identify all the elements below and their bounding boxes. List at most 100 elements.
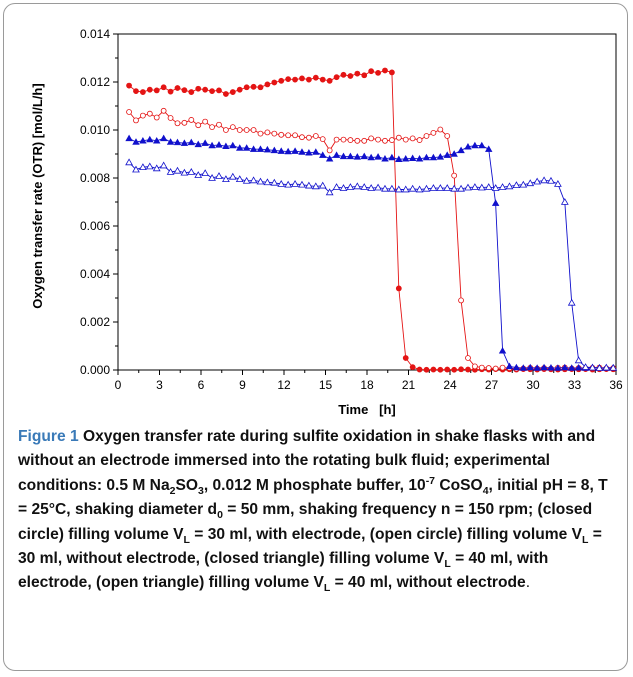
y-tick-label: 0.008 <box>80 171 110 185</box>
data-point <box>374 183 382 191</box>
x-tick-label: 12 <box>277 378 291 392</box>
x-tick-label: 33 <box>568 378 582 392</box>
data-point <box>201 169 210 176</box>
data-point <box>554 364 562 371</box>
data-point <box>195 85 202 92</box>
data-point <box>540 363 548 371</box>
data-point <box>152 164 161 172</box>
data-point <box>402 154 410 162</box>
data-point <box>402 355 409 361</box>
y-axis-label: Oxygen transfer rate (OTR) [mol/L/h] <box>30 83 45 308</box>
data-point <box>271 130 278 137</box>
data-point <box>588 363 597 371</box>
data-point <box>464 142 472 150</box>
data-point <box>395 285 402 292</box>
data-point <box>325 188 334 196</box>
data-point <box>471 183 479 190</box>
data-point <box>574 364 583 371</box>
data-point <box>388 69 395 76</box>
plot-area: 0 3 6 9 12 15 18 21 24 27 30 33 360.0000.0020.0040.0… <box>80 27 623 392</box>
data-point <box>554 179 562 187</box>
caption-sub: 4 <box>482 484 489 497</box>
data-point <box>354 70 361 77</box>
data-point <box>347 137 354 143</box>
data-point <box>408 154 417 162</box>
data-point <box>250 83 257 90</box>
data-point <box>292 76 298 83</box>
data-point <box>478 364 485 371</box>
data-point <box>173 166 182 174</box>
otr-chart: 0 3 6 9 12 15 18 21 24 27 30 33 360.0000.0020.0040.0… <box>30 27 623 417</box>
caption-text: = 40 ml, with electrode, (open triangle)… <box>18 550 549 592</box>
data-point <box>368 68 375 75</box>
x-tick-label: 9 <box>239 378 246 392</box>
data-point <box>436 184 445 191</box>
data-point <box>256 177 265 185</box>
data-point <box>346 183 355 190</box>
data-point <box>471 141 479 149</box>
data-point <box>465 366 471 373</box>
series-closed-circle <box>126 67 617 373</box>
data-point <box>270 146 279 154</box>
data-point <box>574 356 583 364</box>
data-point <box>201 139 209 146</box>
data-point <box>492 365 499 372</box>
data-point <box>408 184 417 192</box>
data-point <box>458 366 464 373</box>
data-point <box>271 79 278 86</box>
data-point <box>284 147 292 155</box>
data-point <box>429 184 438 191</box>
data-point <box>415 154 424 162</box>
data-point <box>374 153 382 160</box>
data-point <box>209 124 215 131</box>
data-point <box>139 163 147 170</box>
caption-sub: L <box>444 558 451 571</box>
caption-sub: 3 <box>198 484 204 497</box>
x-tick-label: 27 <box>485 378 499 392</box>
data-point <box>235 175 244 182</box>
data-point <box>243 84 250 91</box>
data-point <box>263 145 272 153</box>
data-point <box>422 184 431 192</box>
x-tick-label: 3 <box>156 378 163 392</box>
data-point <box>126 82 132 89</box>
x-axis-label: Time [h] <box>338 402 396 417</box>
data-point <box>264 129 271 136</box>
data-point <box>312 74 319 81</box>
data-point <box>159 134 168 142</box>
y-tick-label: 0.012 <box>80 75 110 89</box>
data-point <box>319 76 326 83</box>
figure-frame <box>3 3 628 671</box>
caption-text: = 30 ml, without electrode, (closed tria… <box>18 525 602 568</box>
data-point <box>132 165 140 173</box>
data-point <box>278 131 285 138</box>
data-point <box>416 137 423 143</box>
data-point <box>139 112 146 119</box>
data-point <box>437 366 444 373</box>
data-point <box>547 176 555 184</box>
data-point <box>257 84 264 91</box>
data-point <box>125 134 133 142</box>
data-point <box>484 183 493 190</box>
caption-text: CoSO <box>435 476 483 494</box>
data-point <box>187 138 196 146</box>
data-point <box>402 136 409 143</box>
data-point <box>333 74 340 81</box>
data-point <box>458 297 464 304</box>
data-point <box>471 363 478 370</box>
data-point <box>491 199 500 206</box>
data-point <box>354 137 361 144</box>
data-point <box>609 363 618 371</box>
data-point <box>388 153 396 161</box>
data-point <box>291 147 299 154</box>
data-point <box>423 366 430 373</box>
data-point <box>188 89 195 95</box>
series-line <box>128 162 614 369</box>
data-point <box>202 118 209 125</box>
data-point <box>422 153 431 161</box>
data-point <box>256 145 265 152</box>
data-point <box>209 88 215 95</box>
caption-sup: -7 <box>425 474 436 487</box>
series-open-circle <box>126 107 617 372</box>
data-point <box>360 152 368 160</box>
